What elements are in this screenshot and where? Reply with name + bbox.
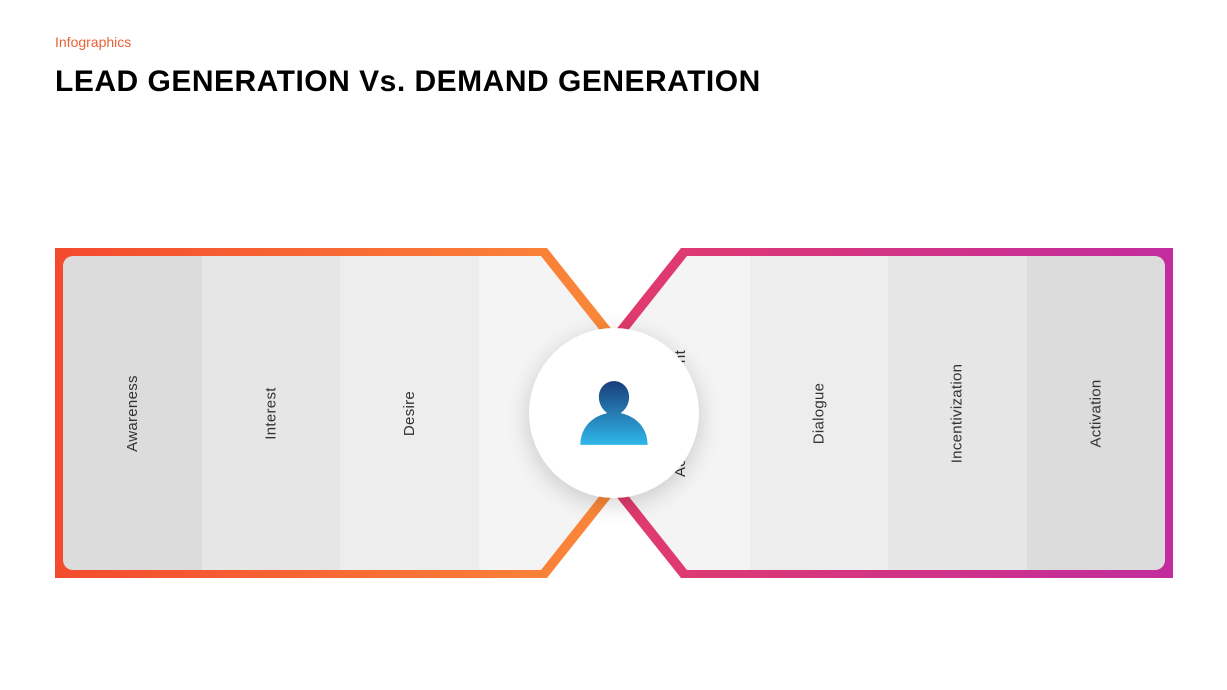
stage-label: Interest	[262, 387, 279, 439]
page-title: LEAD GENERATION Vs. DEMAND GENERATION	[55, 65, 761, 99]
stage-awareness: Awareness	[63, 256, 202, 570]
stage-label: Awareness	[124, 375, 141, 452]
stage-dialogue: Dialogue	[750, 256, 889, 570]
stage-label: Desire	[401, 390, 418, 435]
person-icon	[572, 371, 656, 455]
lead-vs-demand-diagram: Awareness Interest Desire Action Acknowl…	[55, 248, 1173, 578]
page-subtitle: Infographics	[55, 34, 131, 50]
stage-desire: Desire	[340, 256, 479, 570]
stage-label: Dialogue	[810, 382, 827, 444]
stage-interest: Interest	[202, 256, 341, 570]
center-persona-circle	[529, 328, 699, 498]
stage-incentivization: Incentivization	[888, 256, 1027, 570]
stage-activation: Activation	[1027, 256, 1166, 570]
stage-label: Incentivization	[949, 363, 966, 463]
stage-label: Activation	[1087, 379, 1104, 447]
